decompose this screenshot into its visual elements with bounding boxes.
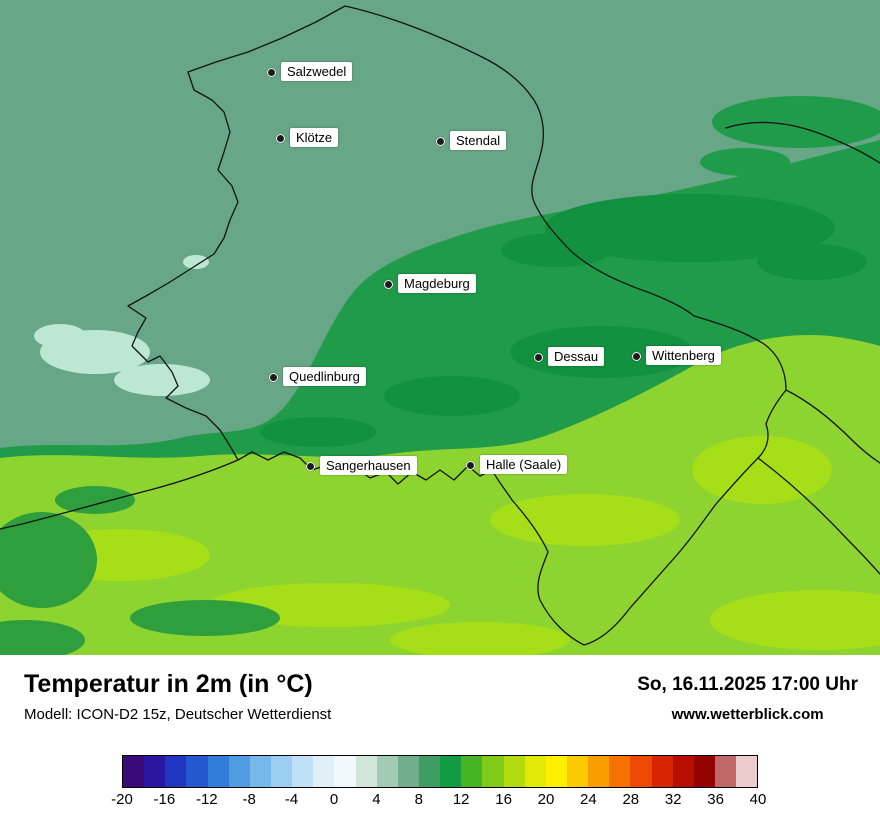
- light-green-patch: [692, 436, 832, 504]
- colorbar-segment: [566, 756, 589, 787]
- dark-green-patches: [260, 194, 867, 447]
- colorbar-segment: [545, 756, 567, 787]
- light-green-patch: [390, 622, 570, 655]
- colorbar-segment: [334, 756, 356, 787]
- colorbar-segment: [588, 756, 610, 787]
- green-patch: [712, 96, 880, 148]
- border-east: [785, 389, 880, 464]
- temperature-map: [0, 0, 880, 655]
- colorbar-segment: [630, 756, 652, 787]
- colorbar-segment: [736, 756, 758, 787]
- border-southwest: [0, 459, 239, 530]
- colorbar-tick-label: 20: [537, 791, 555, 808]
- map-area: Salzwedel Klötze Stendal Magdeburg Dessau Wit…: [0, 0, 880, 655]
- colorbar-segment: [355, 756, 377, 787]
- green-patch: [0, 620, 85, 655]
- dark-green-patch: [501, 233, 611, 267]
- green-patch: [130, 600, 280, 636]
- colorbar-segment: [714, 756, 737, 787]
- mint-patch: [114, 364, 210, 396]
- page-title: Temperatur in 2m (in °C): [24, 670, 313, 698]
- colorbar-segment: [292, 756, 314, 787]
- dark-green-patch: [545, 194, 835, 262]
- colorbar-segments: [122, 755, 758, 788]
- colorbar-segment: [313, 756, 335, 787]
- colorbar-segment: [440, 756, 462, 787]
- footer: Temperatur in 2m (in °C) Modell: ICON-D2…: [0, 655, 880, 830]
- colorbar-segment: [524, 756, 546, 787]
- colorbar-tick-label: -4: [284, 791, 299, 808]
- colorbar-tick-label: 12: [452, 791, 470, 808]
- light-green-patch: [490, 494, 680, 546]
- colorbar-tick-label: 36: [707, 791, 724, 808]
- colorbar-segment: [186, 756, 208, 787]
- colorbar-segment: [461, 756, 483, 787]
- colorbar-segment: [228, 756, 250, 787]
- green-topright-patches: [700, 96, 880, 176]
- green-patch: [700, 148, 790, 176]
- green-patch: [55, 486, 135, 514]
- colorbar-segment: [123, 756, 145, 787]
- colorbar-tick-label: 8: [414, 791, 423, 808]
- colorbar-tick-label: 32: [664, 791, 682, 808]
- colorbar-segment: [503, 756, 525, 787]
- colorbar-tick-label: 28: [622, 791, 640, 808]
- border-northeast: [725, 121, 880, 164]
- colorbar-segment: [144, 756, 166, 787]
- colorbar-segment: [693, 756, 715, 787]
- dark-green-patch: [510, 326, 694, 378]
- colorbar-segment: [609, 756, 631, 787]
- colorbar-segment: [651, 756, 673, 787]
- website-link[interactable]: www.wetterblick.com: [671, 706, 824, 723]
- colorbar-tick-label: 4: [372, 791, 381, 808]
- dark-green-patch: [260, 417, 376, 447]
- green-patch: [0, 512, 97, 608]
- mint-patch: [34, 324, 86, 348]
- footer-right: So, 16.11.2025 17:00 Uhr www.wetterblick…: [637, 673, 858, 723]
- colorbar-tick-label: 24: [580, 791, 597, 808]
- dark-green-patch: [384, 376, 520, 416]
- colorbar-segment: [270, 756, 293, 787]
- state-borders: [0, 5, 880, 646]
- green-patches-south: [0, 486, 280, 655]
- footer-left: Temperatur in 2m (in °C) Modell: ICON-D2…: [24, 669, 331, 723]
- colorbar-segment: [418, 756, 441, 787]
- mint-patches: [34, 255, 210, 396]
- colorbar-tick-label: -16: [153, 791, 176, 808]
- colorbar-ticks: -20 -16 -12 -8 -4 0 4 8 12 16 20 24 28 32 36 40: [111, 791, 766, 811]
- model-info: Modell: ICON-D2 15z, Deutscher Wetterdie…: [24, 706, 332, 723]
- colorbar-tick-label: 40: [749, 791, 767, 808]
- colorbar-tick-label: -12: [195, 791, 218, 808]
- colorbar-segment: [376, 756, 398, 787]
- temperature-legend: -20 -16 -12 -8 -4 0 4 8 12 16 20 24 28 32 36 40: [111, 755, 766, 811]
- dark-green-patch: [757, 244, 867, 280]
- colorbar-segment: [207, 756, 229, 787]
- colorbar-segment: [397, 756, 419, 787]
- colorbar-segment: [249, 756, 271, 787]
- mint-patch: [183, 255, 209, 269]
- colorbar-segment: [672, 756, 694, 787]
- colorbar-tick-label: -20: [111, 791, 133, 808]
- colorbar-segment: [482, 756, 504, 787]
- colorbar-tick-label: 0: [329, 791, 339, 808]
- light-green-patch: [710, 590, 880, 650]
- colorbar-segment: [165, 756, 187, 787]
- colorbar-tick-label: -8: [242, 791, 256, 808]
- forecast-datetime: So, 16.11.2025 17:00 Uhr: [637, 674, 858, 695]
- colorbar-tick-label: 16: [495, 791, 512, 808]
- saxony-anhalt-outline: [127, 5, 787, 646]
- border-southeast: [757, 457, 880, 575]
